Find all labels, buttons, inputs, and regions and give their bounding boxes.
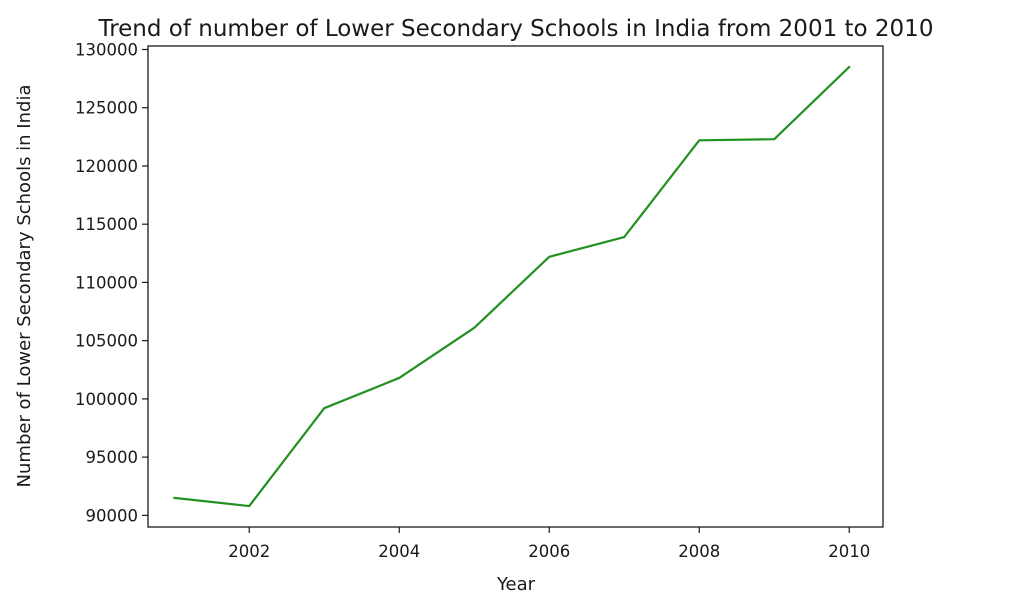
series-line <box>173 65 851 508</box>
y-tick-label: 115000 <box>75 215 138 234</box>
x-tick-label: 2006 <box>528 542 570 561</box>
y-axis: 90000 95000 100000 105000 110000 115000 120000… <box>75 40 148 525</box>
plot-area <box>147 45 884 528</box>
x-axis: 2002 2004 2006 2008 2010 <box>228 527 870 561</box>
series-layer <box>173 65 851 508</box>
y-tick-label: 100000 <box>75 390 138 409</box>
y-tick-label: 90000 <box>86 506 139 525</box>
y-tick-label: 105000 <box>75 332 138 351</box>
x-axis-title: Year <box>496 574 536 595</box>
y-tick-label: 125000 <box>75 99 138 118</box>
x-tick-label: 2010 <box>828 542 870 561</box>
y-tick-label: 120000 <box>75 157 138 176</box>
x-tick-label: 2004 <box>378 542 420 561</box>
x-tick-label: 2002 <box>228 542 270 561</box>
y-tick-label: 110000 <box>75 273 138 292</box>
y-tick-label: 130000 <box>75 40 138 59</box>
y-axis-title: Number of Lower Secondary Schools in Ind… <box>14 85 35 488</box>
x-tick-label: 2008 <box>678 542 720 561</box>
chart-title: Trend of number of Lower Secondary Schoo… <box>98 16 934 42</box>
y-tick-label: 95000 <box>86 448 139 467</box>
